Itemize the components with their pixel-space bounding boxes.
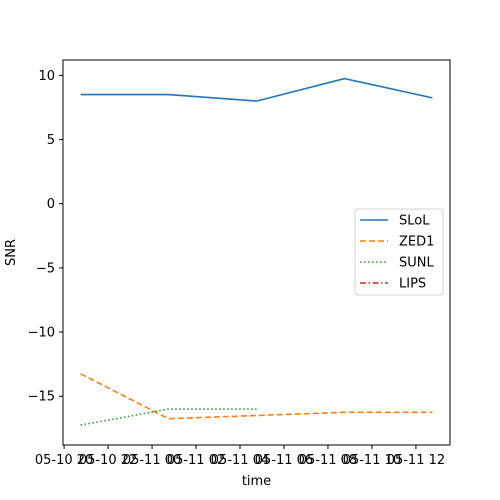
x-tick-label: 05-11 12 — [387, 453, 445, 468]
y-tick-label: 5 — [47, 133, 55, 148]
x-tick-label: 05-10 20 — [35, 453, 93, 468]
y-tick-label: 10 — [38, 69, 55, 84]
y-tick-label: −5 — [36, 261, 55, 276]
y-tick-label: −15 — [28, 390, 55, 405]
x-tick-label: 05-10 22 — [79, 453, 137, 468]
series-line-zed1 — [80, 373, 433, 420]
series-layer — [80, 77, 433, 426]
x-tick-label: 05-11 04 — [211, 453, 269, 468]
legend-label: SLoL — [399, 214, 430, 229]
y-tick-label: 0 — [47, 197, 55, 212]
series-line-slol — [80, 77, 433, 102]
legend: SLoL ZED1 SUNL LIPS — [354, 208, 444, 296]
x-tick-label: 05-11 08 — [299, 453, 357, 468]
legend-box — [354, 208, 444, 296]
x-tick-label: 05-11 10 — [343, 453, 401, 468]
x-tick-label: 05-11 02 — [167, 453, 225, 468]
series-line-sunl — [80, 408, 257, 426]
x-tick-label: 05-11 00 — [123, 453, 181, 468]
legend-label: LIPS — [399, 277, 426, 292]
x-axis-label: time — [242, 474, 271, 489]
legend-label: SUNL — [399, 256, 434, 271]
plot-frame — [62, 59, 451, 446]
y-axis: −15 −10 −5 0 5 10 — [28, 69, 63, 405]
y-axis-label: SNR — [4, 239, 19, 266]
x-tick-label: 05-11 06 — [255, 453, 313, 468]
legend-label: ZED1 — [399, 235, 434, 250]
y-tick-label: −10 — [28, 326, 55, 341]
